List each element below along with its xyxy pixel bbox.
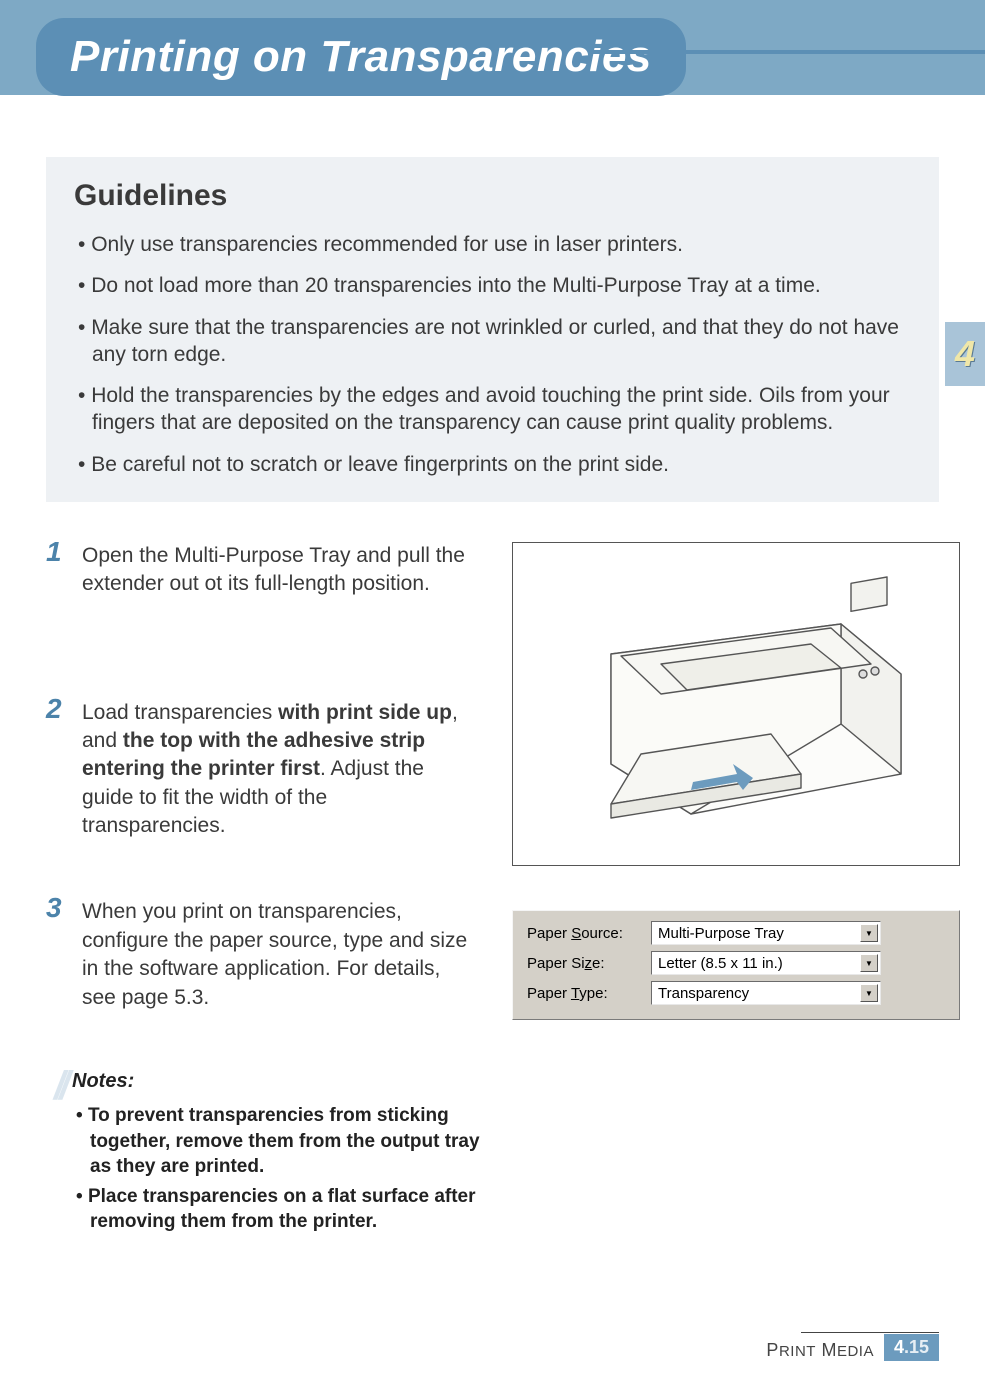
- step-text: Load transparencies with print side up, …: [82, 699, 474, 841]
- steps-area: 1 Open the Multi-Purpose Tray and pull t…: [46, 542, 939, 1239]
- steps-figure-column: Paper Source: Multi-Purpose Tray ▼ Paper…: [512, 542, 960, 1239]
- footer-cap2: M: [816, 1340, 837, 1360]
- footer-section-label: PRINT MEDIA: [766, 1336, 874, 1361]
- step-number: 1: [46, 538, 68, 599]
- title-bar: Printing on Transparencies: [0, 0, 985, 95]
- printer-illustration: [512, 542, 960, 866]
- guideline-item: Make sure that the transparencies are no…: [74, 314, 911, 369]
- chevron-down-icon[interactable]: ▼: [860, 984, 878, 1002]
- step-text: When you print on transparencies, config…: [82, 898, 474, 1011]
- select-value: Transparency: [658, 985, 749, 1002]
- guideline-item: Only use transparencies recommended for …: [74, 231, 911, 258]
- title-pill: Printing on Transparencies: [36, 18, 686, 96]
- config-label: Paper Source:: [527, 925, 643, 942]
- step-number: 3: [46, 894, 68, 1011]
- step-1: 1 Open the Multi-Purpose Tray and pull t…: [46, 542, 474, 599]
- paper-type-select[interactable]: Transparency ▼: [651, 981, 881, 1005]
- guidelines-heading: Guidelines: [74, 179, 911, 213]
- lbl-pre: Paper: [527, 925, 571, 942]
- footer-divider: [801, 1332, 939, 1333]
- guideline-item: Be careful not to scratch or leave finge…: [74, 451, 911, 478]
- chapter-side-tab: 4: [945, 322, 985, 386]
- page-minor: .15: [904, 1337, 929, 1357]
- step2-bold1: with print side up: [278, 701, 452, 724]
- print-config-panel: Paper Source: Multi-Purpose Tray ▼ Paper…: [512, 910, 960, 1020]
- lbl-hot: S: [571, 925, 581, 942]
- paper-size-select[interactable]: Letter (8.5 x 11 in.) ▼: [651, 951, 881, 975]
- lbl-pre: Paper: [527, 985, 571, 1002]
- config-row-paper-size: Paper Size: Letter (8.5 x 11 in.) ▼: [527, 951, 945, 975]
- config-row-paper-type: Paper Type: Transparency ▼: [527, 981, 945, 1005]
- lbl-pre: Paper Si: [527, 955, 585, 972]
- notes-item: Place transparencies on a flat surface a…: [90, 1184, 482, 1235]
- config-row-paper-source: Paper Source: Multi-Purpose Tray ▼: [527, 921, 945, 945]
- footer-sc: RINT: [779, 1343, 816, 1360]
- lbl-post: ource:: [581, 925, 623, 942]
- guideline-item: Do not load more than 20 transparencies …: [74, 272, 911, 299]
- footer-page-number: 4.15: [884, 1334, 939, 1361]
- footer-cap: P: [766, 1340, 779, 1360]
- notes-item: To prevent transparencies from sticking …: [90, 1103, 482, 1180]
- config-label: Paper Type:: [527, 985, 643, 1002]
- select-value: Letter (8.5 x 11 in.): [658, 955, 783, 972]
- step2-pre: Load transparencies: [82, 701, 278, 724]
- page-title: Printing on Transparencies: [70, 32, 652, 81]
- page-content: Guidelines Only use transparencies recom…: [0, 157, 985, 1239]
- notes-heading: Notes:: [72, 1070, 482, 1093]
- step-text: Open the Multi-Purpose Tray and pull the…: [82, 542, 474, 599]
- step-number: 2: [46, 695, 68, 841]
- lbl-hot: z: [585, 955, 593, 972]
- guidelines-box: Guidelines Only use transparencies recom…: [46, 157, 939, 502]
- notes-block: // Notes: To prevent transparencies from…: [72, 1070, 482, 1235]
- step-2: 2 Load transparencies with print side up…: [46, 699, 474, 841]
- steps-text-column: 1 Open the Multi-Purpose Tray and pull t…: [46, 542, 474, 1239]
- step-3: 3 When you print on transparencies, conf…: [46, 898, 474, 1011]
- printer-icon: [541, 564, 931, 844]
- chapter-number: 4: [955, 333, 975, 375]
- select-value: Multi-Purpose Tray: [658, 925, 784, 942]
- chevron-down-icon[interactable]: ▼: [860, 924, 878, 942]
- notes-list: To prevent transparencies from sticking …: [72, 1103, 482, 1235]
- title-connector: [590, 50, 985, 54]
- footer-sc2: EDIA: [837, 1343, 874, 1360]
- guidelines-list: Only use transparencies recommended for …: [74, 231, 911, 478]
- lbl-post: e:: [592, 955, 605, 972]
- chevron-down-icon[interactable]: ▼: [860, 954, 878, 972]
- page-footer: PRINT MEDIA 4.15: [766, 1334, 939, 1361]
- config-label: Paper Size:: [527, 955, 643, 972]
- lbl-post: ype:: [579, 985, 607, 1002]
- page-major: 4: [894, 1337, 904, 1357]
- guideline-item: Hold the transparencies by the edges and…: [74, 382, 911, 437]
- paper-source-select[interactable]: Multi-Purpose Tray ▼: [651, 921, 881, 945]
